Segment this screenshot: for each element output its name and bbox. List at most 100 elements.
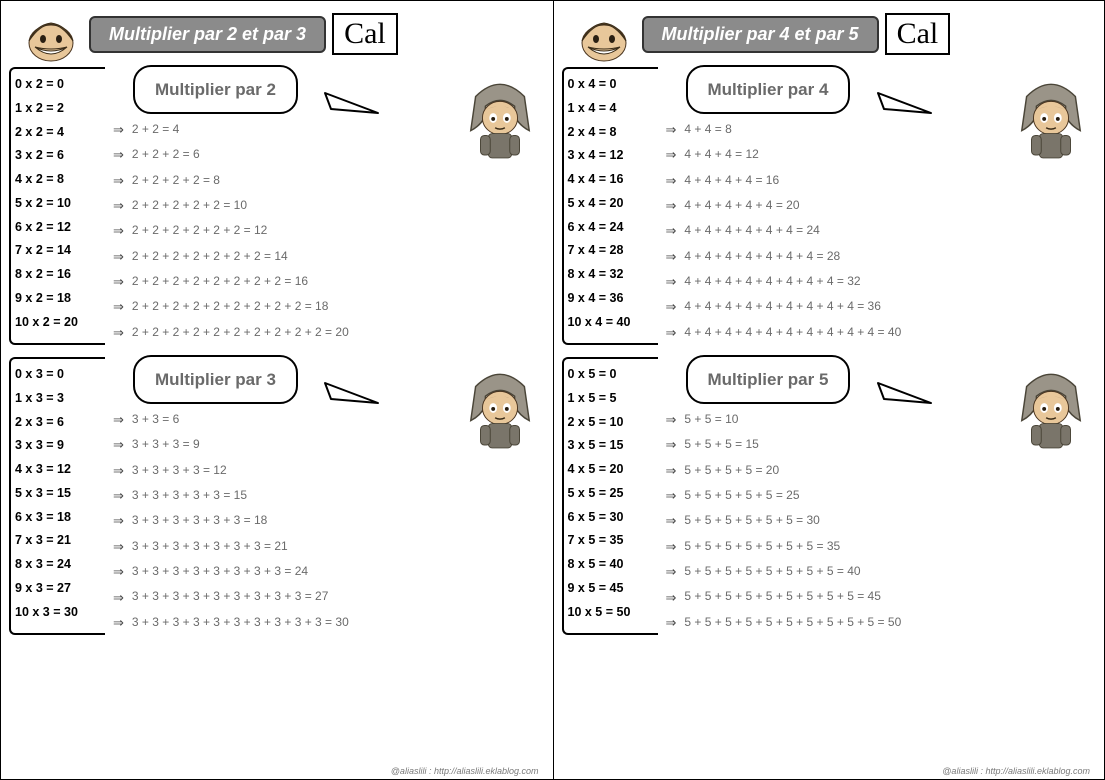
arrow-icon: ⇒ xyxy=(666,320,677,345)
section-bubble: Multiplier par 3 xyxy=(133,355,298,404)
expansion-row: ⇒ 2 + 2 + 2 + 2 + 2 + 2 + 2 + 2 + 2 = 18 xyxy=(113,294,545,319)
table-row: 8 x 4 = 32 xyxy=(568,263,650,287)
credit-line: @aliaslili : http://aliaslili.eklablog.c… xyxy=(942,766,1090,776)
expansion-text: 5 + 5 + 5 + 5 + 5 + 5 + 5 + 5 + 5 + 5 = … xyxy=(684,611,901,634)
expansion-text: 3 + 3 = 6 xyxy=(132,408,179,431)
expansion-text: 2 + 2 + 2 + 2 + 2 + 2 + 2 + 2 + 2 = 18 xyxy=(132,295,329,318)
expansion-text: 2 + 2 + 2 + 2 + 2 = 10 xyxy=(132,194,247,217)
table-row: 9 x 3 = 27 xyxy=(15,577,97,601)
table-row: 6 x 5 = 30 xyxy=(568,506,650,530)
page-header: Multiplier par 2 et par 3 Cal xyxy=(89,13,545,55)
arrow-icon: ⇒ xyxy=(113,117,124,142)
expansion-text: 2 + 2 + 2 + 2 + 2 + 2 + 2 + 2 = 16 xyxy=(132,270,308,293)
table-row: 10 x 4 = 40 xyxy=(568,311,650,335)
expansion-row: ⇒5 + 5 + 5 + 5 + 5 + 5 = 30 xyxy=(666,508,1097,533)
speech-tail-icon xyxy=(323,381,383,411)
multiplication-section: 0 x 3 = 01 x 3 = 32 x 3 = 63 x 3 = 94 x … xyxy=(9,357,545,635)
arrow-icon: ⇒ xyxy=(113,244,124,269)
table-row: 7 x 5 = 35 xyxy=(568,529,650,553)
arrow-icon: ⇒ xyxy=(113,407,124,432)
kid-avatar-icon xyxy=(461,367,539,455)
table-row: 10 x 3 = 30 xyxy=(15,601,97,625)
expansion-row: ⇒2 + 2 + 2 + 2 + 2 + 2 = 12 xyxy=(113,218,545,243)
cal-badge: Cal xyxy=(332,13,398,55)
expansion-text: 4 + 4 + 4 + 4 = 16 xyxy=(684,169,779,192)
table-row: 5 x 3 = 15 xyxy=(15,482,97,506)
expansion-text: 5 + 5 = 10 xyxy=(684,408,738,431)
arrow-icon: ⇒ xyxy=(113,534,124,559)
section-bubble: Multiplier par 4 xyxy=(686,65,851,114)
expansion-row: ⇒ 2 + 2 + 2 + 2 + 2 = 10 xyxy=(113,193,545,218)
table-row: 10 x 2 = 20 xyxy=(15,311,97,335)
expansion-row: ⇒4 + 4 + 4 + 4 + 4 + 4 = 24 xyxy=(666,218,1097,243)
speech-tail-icon xyxy=(876,381,936,411)
arrow-icon: ⇒ xyxy=(113,193,124,218)
arrow-icon: ⇒ xyxy=(113,432,124,457)
expansion-text: 3 + 3 + 3 + 3 + 3 + 3 + 3 + 3 = 24 xyxy=(132,560,308,583)
expansion-text: 5 + 5 + 5 = 15 xyxy=(684,433,758,456)
table-row: 10 x 5 = 50 xyxy=(568,601,650,625)
arrow-icon: ⇒ xyxy=(666,218,677,243)
expansion-row: ⇒5 + 5 + 5 + 5 + 5 + 5 + 5 = 35 xyxy=(666,534,1097,559)
arrow-icon: ⇒ xyxy=(666,117,677,142)
arrow-icon: ⇒ xyxy=(666,193,677,218)
expansion-text: 4 + 4 + 4 + 4 + 4 + 4 + 4 + 4 + 4 + 4 = … xyxy=(684,321,901,344)
expansion-row: ⇒ 4 + 4 + 4 + 4 + 4 + 4 + 4 + 4 + 4 + 4 =… xyxy=(666,320,1097,345)
table-row: 7 x 4 = 28 xyxy=(568,239,650,263)
multiplication-section: 0 x 4 = 01 x 4 = 42 x 4 = 83 x 4 = 124 x… xyxy=(562,67,1097,345)
expansion-text: 2 + 2 + 2 + 2 + 2 + 2 + 2 + 2 + 2 + 2 = … xyxy=(132,321,349,344)
expansion-text: 2 + 2 = 4 xyxy=(132,118,179,141)
arrow-icon: ⇒ xyxy=(113,610,124,635)
table-row: 6 x 3 = 18 xyxy=(15,506,97,530)
expansion-column: Multiplier par 4 ⇒4 + 4 = 8⇒4 + 4 + 4 = … xyxy=(666,67,1097,345)
table-row: 2 x 3 = 6 xyxy=(15,411,97,435)
table-row: 3 x 5 = 15 xyxy=(568,434,650,458)
section-bubble: Multiplier par 2 xyxy=(133,65,298,114)
table-row: 5 x 4 = 20 xyxy=(568,192,650,216)
bubble-tail xyxy=(876,91,936,121)
arrow-icon: ⇒ xyxy=(113,320,124,345)
arrow-icon: ⇒ xyxy=(113,218,124,243)
expansion-row: ⇒4 + 4 + 4 + 4 + 4 + 4 + 4 = 28 xyxy=(666,244,1097,269)
multiplication-section: 0 x 2 = 01 x 2 = 22 x 2 = 43 x 2 = 64 x … xyxy=(9,67,545,345)
multiplication-section: 0 x 5 = 01 x 5 = 52 x 5 = 103 x 5 = 154 … xyxy=(562,357,1097,635)
page-title: Multiplier par 4 et par 5 xyxy=(642,16,879,53)
table-row: 4 x 2 = 8 xyxy=(15,168,97,192)
arrow-icon: ⇒ xyxy=(113,294,124,319)
arrow-icon: ⇒ xyxy=(666,534,677,559)
kid-avatar-icon xyxy=(1012,367,1090,455)
table-row: 3 x 3 = 9 xyxy=(15,434,97,458)
times-table-box: 0 x 2 = 01 x 2 = 22 x 2 = 43 x 2 = 64 x … xyxy=(9,67,105,345)
expansion-row: ⇒3 + 3 + 3 + 3 + 3 + 3 + 3 + 3 + 3 = 27 xyxy=(113,585,545,610)
table-row: 0 x 3 = 0 xyxy=(15,363,97,387)
speech-tail-icon xyxy=(876,91,936,121)
times-table-box: 0 x 4 = 01 x 4 = 42 x 4 = 83 x 4 = 124 x… xyxy=(562,67,658,345)
arrow-icon: ⇒ xyxy=(666,269,677,294)
table-row: 0 x 5 = 0 xyxy=(568,363,650,387)
kid-avatar-icon xyxy=(461,77,539,165)
arrow-icon: ⇒ xyxy=(666,168,677,193)
arrow-icon: ⇒ xyxy=(666,142,677,167)
expansion-text: 4 + 4 + 4 + 4 + 4 + 4 + 4 + 4 = 32 xyxy=(684,270,860,293)
smiley-avatar-icon xyxy=(21,3,81,63)
table-row: 8 x 2 = 16 xyxy=(15,263,97,287)
arrow-icon: ⇒ xyxy=(113,508,124,533)
table-row: 8 x 3 = 24 xyxy=(15,553,97,577)
expansion-column: Multiplier par 3 ⇒3 + 3 = 6⇒3 + 3 + 3 = … xyxy=(113,357,545,635)
expansion-text: 5 + 5 + 5 + 5 + 5 + 5 = 30 xyxy=(684,509,819,532)
table-row: 6 x 2 = 12 xyxy=(15,216,97,240)
times-table-box: 0 x 5 = 01 x 5 = 52 x 5 = 103 x 5 = 154 … xyxy=(562,357,658,635)
bubble-tail xyxy=(323,91,383,121)
expansion-row: ⇒3 + 3 + 3 + 3 + 3 + 3 + 3 + 3 + 3 + 3 =… xyxy=(113,610,545,635)
expansion-text: 3 + 3 + 3 + 3 = 12 xyxy=(132,459,227,482)
table-row: 3 x 4 = 12 xyxy=(568,144,650,168)
table-row: 6 x 4 = 24 xyxy=(568,216,650,240)
expansion-row: ⇒4 + 4 + 4 + 4 + 4 = 20 xyxy=(666,193,1097,218)
arrow-icon: ⇒ xyxy=(113,458,124,483)
worksheet-page-2: Multiplier par 4 et par 5 Cal 0 x 4 = 01… xyxy=(553,1,1105,779)
expansion-row: ⇒2 + 2 + 2 + 2 + 2 + 2 + 2 + 2 = 16 xyxy=(113,269,545,294)
expansion-row: ⇒2 + 2 + 2 + 2 + 2 + 2 + 2 = 14 xyxy=(113,244,545,269)
arrow-icon: ⇒ xyxy=(666,559,677,584)
expansion-text: 5 + 5 + 5 + 5 + 5 = 25 xyxy=(684,484,799,507)
table-row: 2 x 5 = 10 xyxy=(568,411,650,435)
